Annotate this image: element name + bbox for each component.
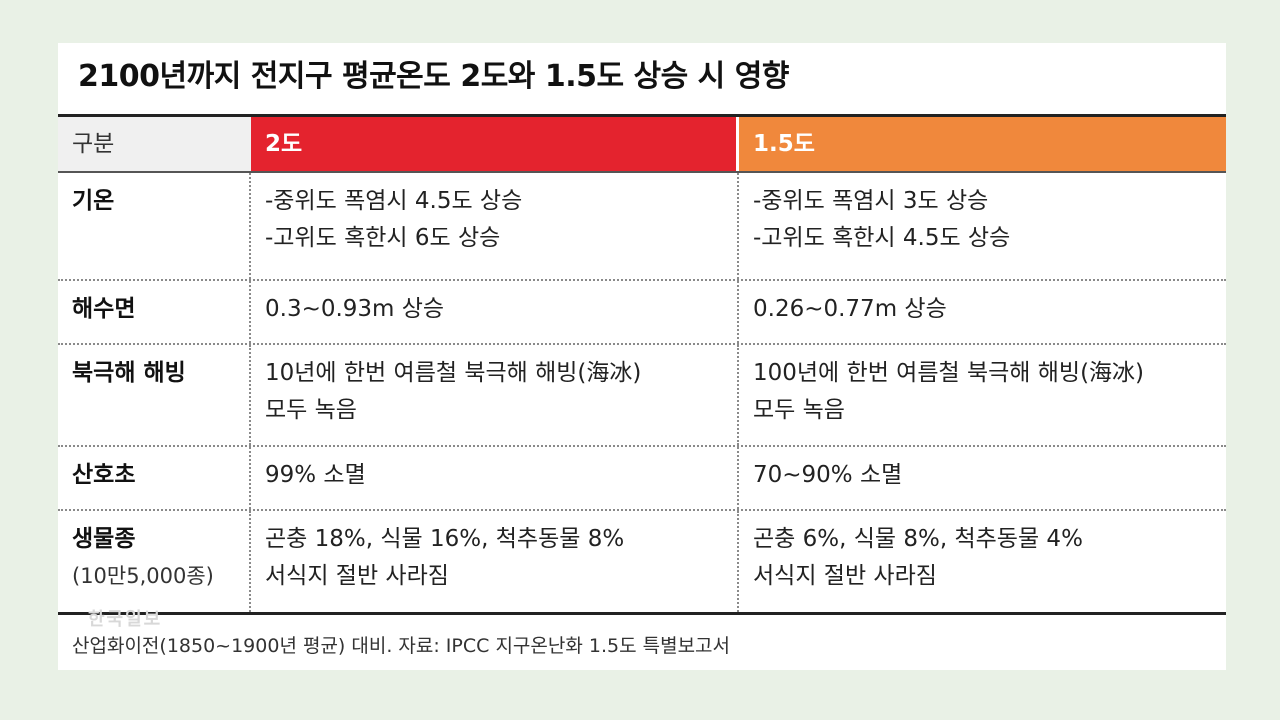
cell-line: 서식지 절반 사라짐 bbox=[265, 563, 449, 589]
coral-15-cell: 70~90% 소멸 bbox=[739, 447, 1226, 509]
row-label-coral: 산호초 bbox=[58, 447, 251, 509]
cell-line: -고위도 혹한시 4.5도 상승 bbox=[753, 225, 1011, 251]
cell-line: 모두 녹음 bbox=[265, 397, 357, 423]
sea-level-15-cell: 0.26~0.77m 상승 bbox=[739, 281, 1226, 343]
infographic-card: 2100년까지 전지구 평균온도 2도와 1.5도 상승 시 영향 구분 2도 … bbox=[58, 43, 1226, 670]
table-row: 기온 -중위도 폭염시 4.5도 상승 -고위도 혹한시 6도 상승 -중위도 … bbox=[58, 173, 1226, 281]
category-header: 구분 bbox=[58, 117, 251, 171]
cell-line: 곤충 6%, 식물 8%, 척추동물 4% bbox=[753, 526, 1083, 552]
table-row: 생물종 (10만5,000종) 곤충 18%, 식물 16%, 척추동물 8% … bbox=[58, 511, 1226, 615]
cell-line: 모두 녹음 bbox=[753, 397, 845, 423]
cell-line: 99% 소멸 bbox=[265, 462, 366, 488]
cell-line: 100년에 한번 여름철 북극해 해빙(海冰) bbox=[753, 360, 1145, 386]
cell-line: 곤충 18%, 식물 16%, 척추동물 8% bbox=[265, 526, 625, 552]
table-row: 산호초 99% 소멸 70~90% 소멸 bbox=[58, 447, 1226, 511]
watermark: 한국일보 bbox=[88, 609, 163, 630]
temperature-15-cell: -중위도 폭염시 3도 상승 -고위도 혹한시 4.5도 상승 bbox=[739, 173, 1226, 279]
row-label-arctic-ice: 북극해 해빙 bbox=[58, 345, 251, 445]
cell-line: 70~90% 소멸 bbox=[753, 462, 903, 488]
species-sublabel: (10만5,000종) bbox=[72, 564, 214, 588]
table-row: 북극해 해빙 10년에 한번 여름철 북극해 해빙(海冰) 모두 녹음 100년… bbox=[58, 345, 1226, 447]
species-2-cell: 곤충 18%, 식물 16%, 척추동물 8% 서식지 절반 사라짐 bbox=[251, 511, 739, 612]
comparison-table: 구분 2도 1.5도 기온 -중위도 폭염시 4.5도 상승 -고위도 혹한시 … bbox=[58, 114, 1226, 615]
cell-line: 10년에 한번 여름철 북극해 해빙(海冰) bbox=[265, 360, 642, 386]
sea-level-2-cell: 0.3~0.93m 상승 bbox=[251, 281, 739, 343]
row-label-sea-level: 해수면 bbox=[58, 281, 251, 343]
cell-line: -고위도 혹한시 6도 상승 bbox=[265, 225, 501, 251]
coral-2-cell: 99% 소멸 bbox=[251, 447, 739, 509]
row-label-temperature: 기온 bbox=[58, 173, 251, 279]
one-point-five-degree-header: 1.5도 bbox=[739, 117, 1226, 171]
table-row: 해수면 0.3~0.93m 상승 0.26~0.77m 상승 bbox=[58, 281, 1226, 345]
infographic-title: 2100년까지 전지구 평균온도 2도와 1.5도 상승 시 영향 bbox=[78, 59, 789, 94]
source-footer: 산업화이전(1850~1900년 평균) 대비. 자료: IPCC 지구온난화 … bbox=[72, 635, 731, 657]
cell-line: -중위도 폭염시 3도 상승 bbox=[753, 188, 989, 214]
row-label-species: 생물종 (10만5,000종) bbox=[58, 511, 251, 612]
species-label: 생물종 bbox=[72, 526, 136, 552]
arctic-ice-15-cell: 100년에 한번 여름철 북극해 해빙(海冰) 모두 녹음 bbox=[739, 345, 1226, 445]
cell-line: 서식지 절반 사라짐 bbox=[753, 563, 937, 589]
species-15-cell: 곤충 6%, 식물 8%, 척추동물 4% 서식지 절반 사라짐 bbox=[739, 511, 1226, 612]
arctic-ice-2-cell: 10년에 한번 여름철 북극해 해빙(海冰) 모두 녹음 bbox=[251, 345, 739, 445]
cell-line: 0.26~0.77m 상승 bbox=[753, 296, 947, 322]
two-degree-header: 2도 bbox=[251, 117, 739, 171]
temperature-2-cell: -중위도 폭염시 4.5도 상승 -고위도 혹한시 6도 상승 bbox=[251, 173, 739, 279]
cell-line: 0.3~0.93m 상승 bbox=[265, 296, 445, 322]
cell-line: -중위도 폭염시 4.5도 상승 bbox=[265, 188, 523, 214]
table-header-row: 구분 2도 1.5도 bbox=[58, 117, 1226, 173]
